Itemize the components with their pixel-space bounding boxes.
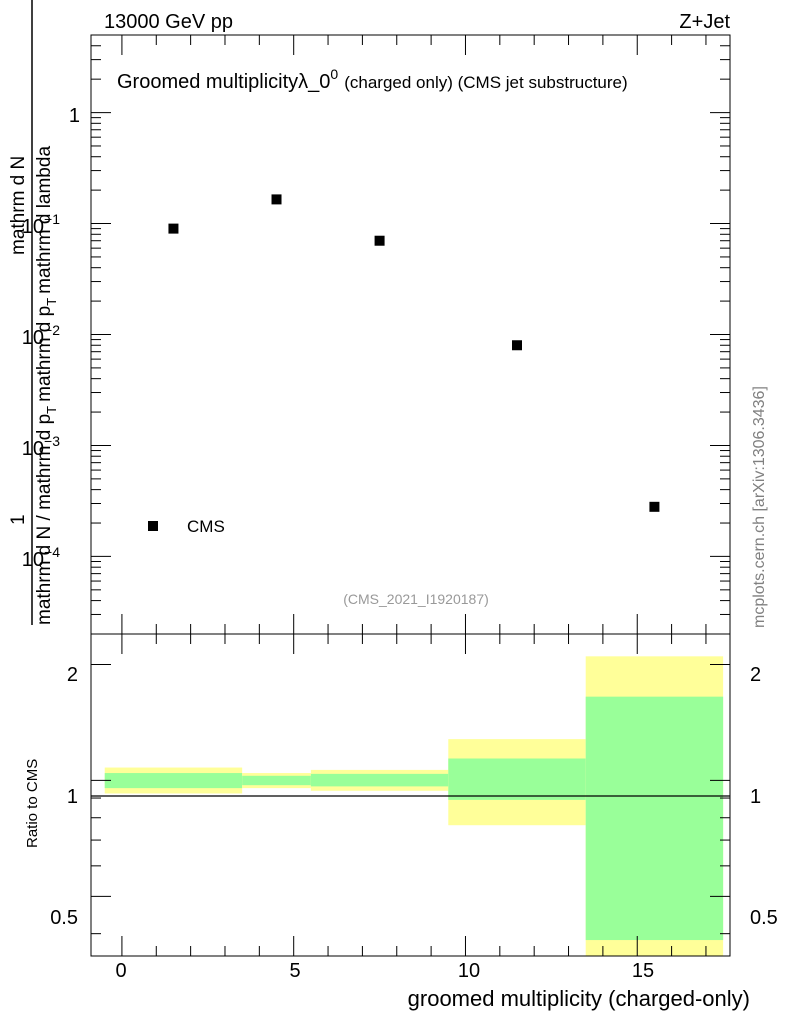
xtick-label-5: 5 [289, 960, 300, 982]
ytick-label-1e-1: 10−1 [22, 211, 60, 238]
xtick-label-15: 15 [632, 960, 654, 982]
xtick-label-10: 10 [458, 960, 480, 982]
x-axis-label: groomed multiplicity (charged-only) [408, 986, 750, 1011]
ratio-band-green-3 [448, 758, 586, 800]
process-label: Z+Jet [679, 11, 730, 33]
plot-title: Groomed multiplicityλ_00 (charged only) (… [117, 66, 628, 93]
main-ytick-labels: 1 10−1 10−2 10−3 10−4 [22, 105, 80, 571]
main-panel: Groomed multiplicityλ_00 (charged only) (… [8, 0, 731, 635]
ratio-axis-ticks [91, 634, 730, 956]
ratio-ylabel: Ratio to CMS [24, 759, 41, 848]
ratio-ytick-label-right-2: 2 [750, 664, 761, 686]
data-point-4 [649, 501, 660, 512]
ratio-band-green-1 [242, 775, 311, 786]
ylabel-numerator-2: mathrm d N [8, 156, 29, 255]
ylabel-numerator-1: 1 [8, 514, 29, 525]
data-point-2 [374, 235, 385, 246]
ratio-panel: 2 1 0.5 2 1 0.5 Ratio to CMS 0 5 10 15 g… [24, 633, 778, 1011]
xtick-label-0: 0 [115, 960, 126, 982]
ratio-ytick-label-left-0.5: 0.5 [50, 907, 78, 929]
ytick-label-1e-4: 10−4 [22, 544, 60, 571]
ratio-band-green-0 [104, 773, 243, 789]
ytick-label-1e-2: 10−2 [22, 322, 60, 349]
ratio-band-green-4 [585, 696, 724, 941]
ylabel-denominator: mathrm d N / mathrm d pTmathrm d pTmathr… [34, 146, 59, 625]
data-point-0 [168, 223, 179, 234]
ratio-ytick-label-left-2: 2 [67, 664, 78, 686]
ytick-label-1e0: 1 [69, 105, 80, 127]
data-point-1 [271, 194, 282, 205]
ytick-label-1e-3: 10−3 [22, 433, 60, 460]
ratio-band-green-2 [310, 773, 449, 787]
main-frame [90, 34, 731, 635]
energy-label: 13000 GeV pp [104, 11, 233, 33]
side-label: mcplots.cern.ch [arXiv:1306.3436] [751, 386, 768, 628]
analysis-id: (CMS_2021_I1920187) [343, 591, 489, 607]
ratio-frame [90, 633, 731, 957]
ratio-ytick-label-right-1: 1 [750, 786, 761, 808]
main-data-markers [168, 194, 660, 512]
main-ylabel: 1 mathrm d N mathrm d N / mathrm d pTmat… [8, 0, 59, 625]
ratio-ytick-label-right-0.5: 0.5 [750, 907, 778, 929]
main-axis-ticks [91, 34, 730, 635]
legend-label: CMS [187, 517, 225, 536]
legend-marker [148, 521, 158, 531]
ratio-bands [104, 656, 724, 956]
legend: CMS [148, 517, 225, 536]
data-point-3 [512, 340, 522, 351]
ratio-ytick-label-left-1: 1 [67, 786, 78, 808]
